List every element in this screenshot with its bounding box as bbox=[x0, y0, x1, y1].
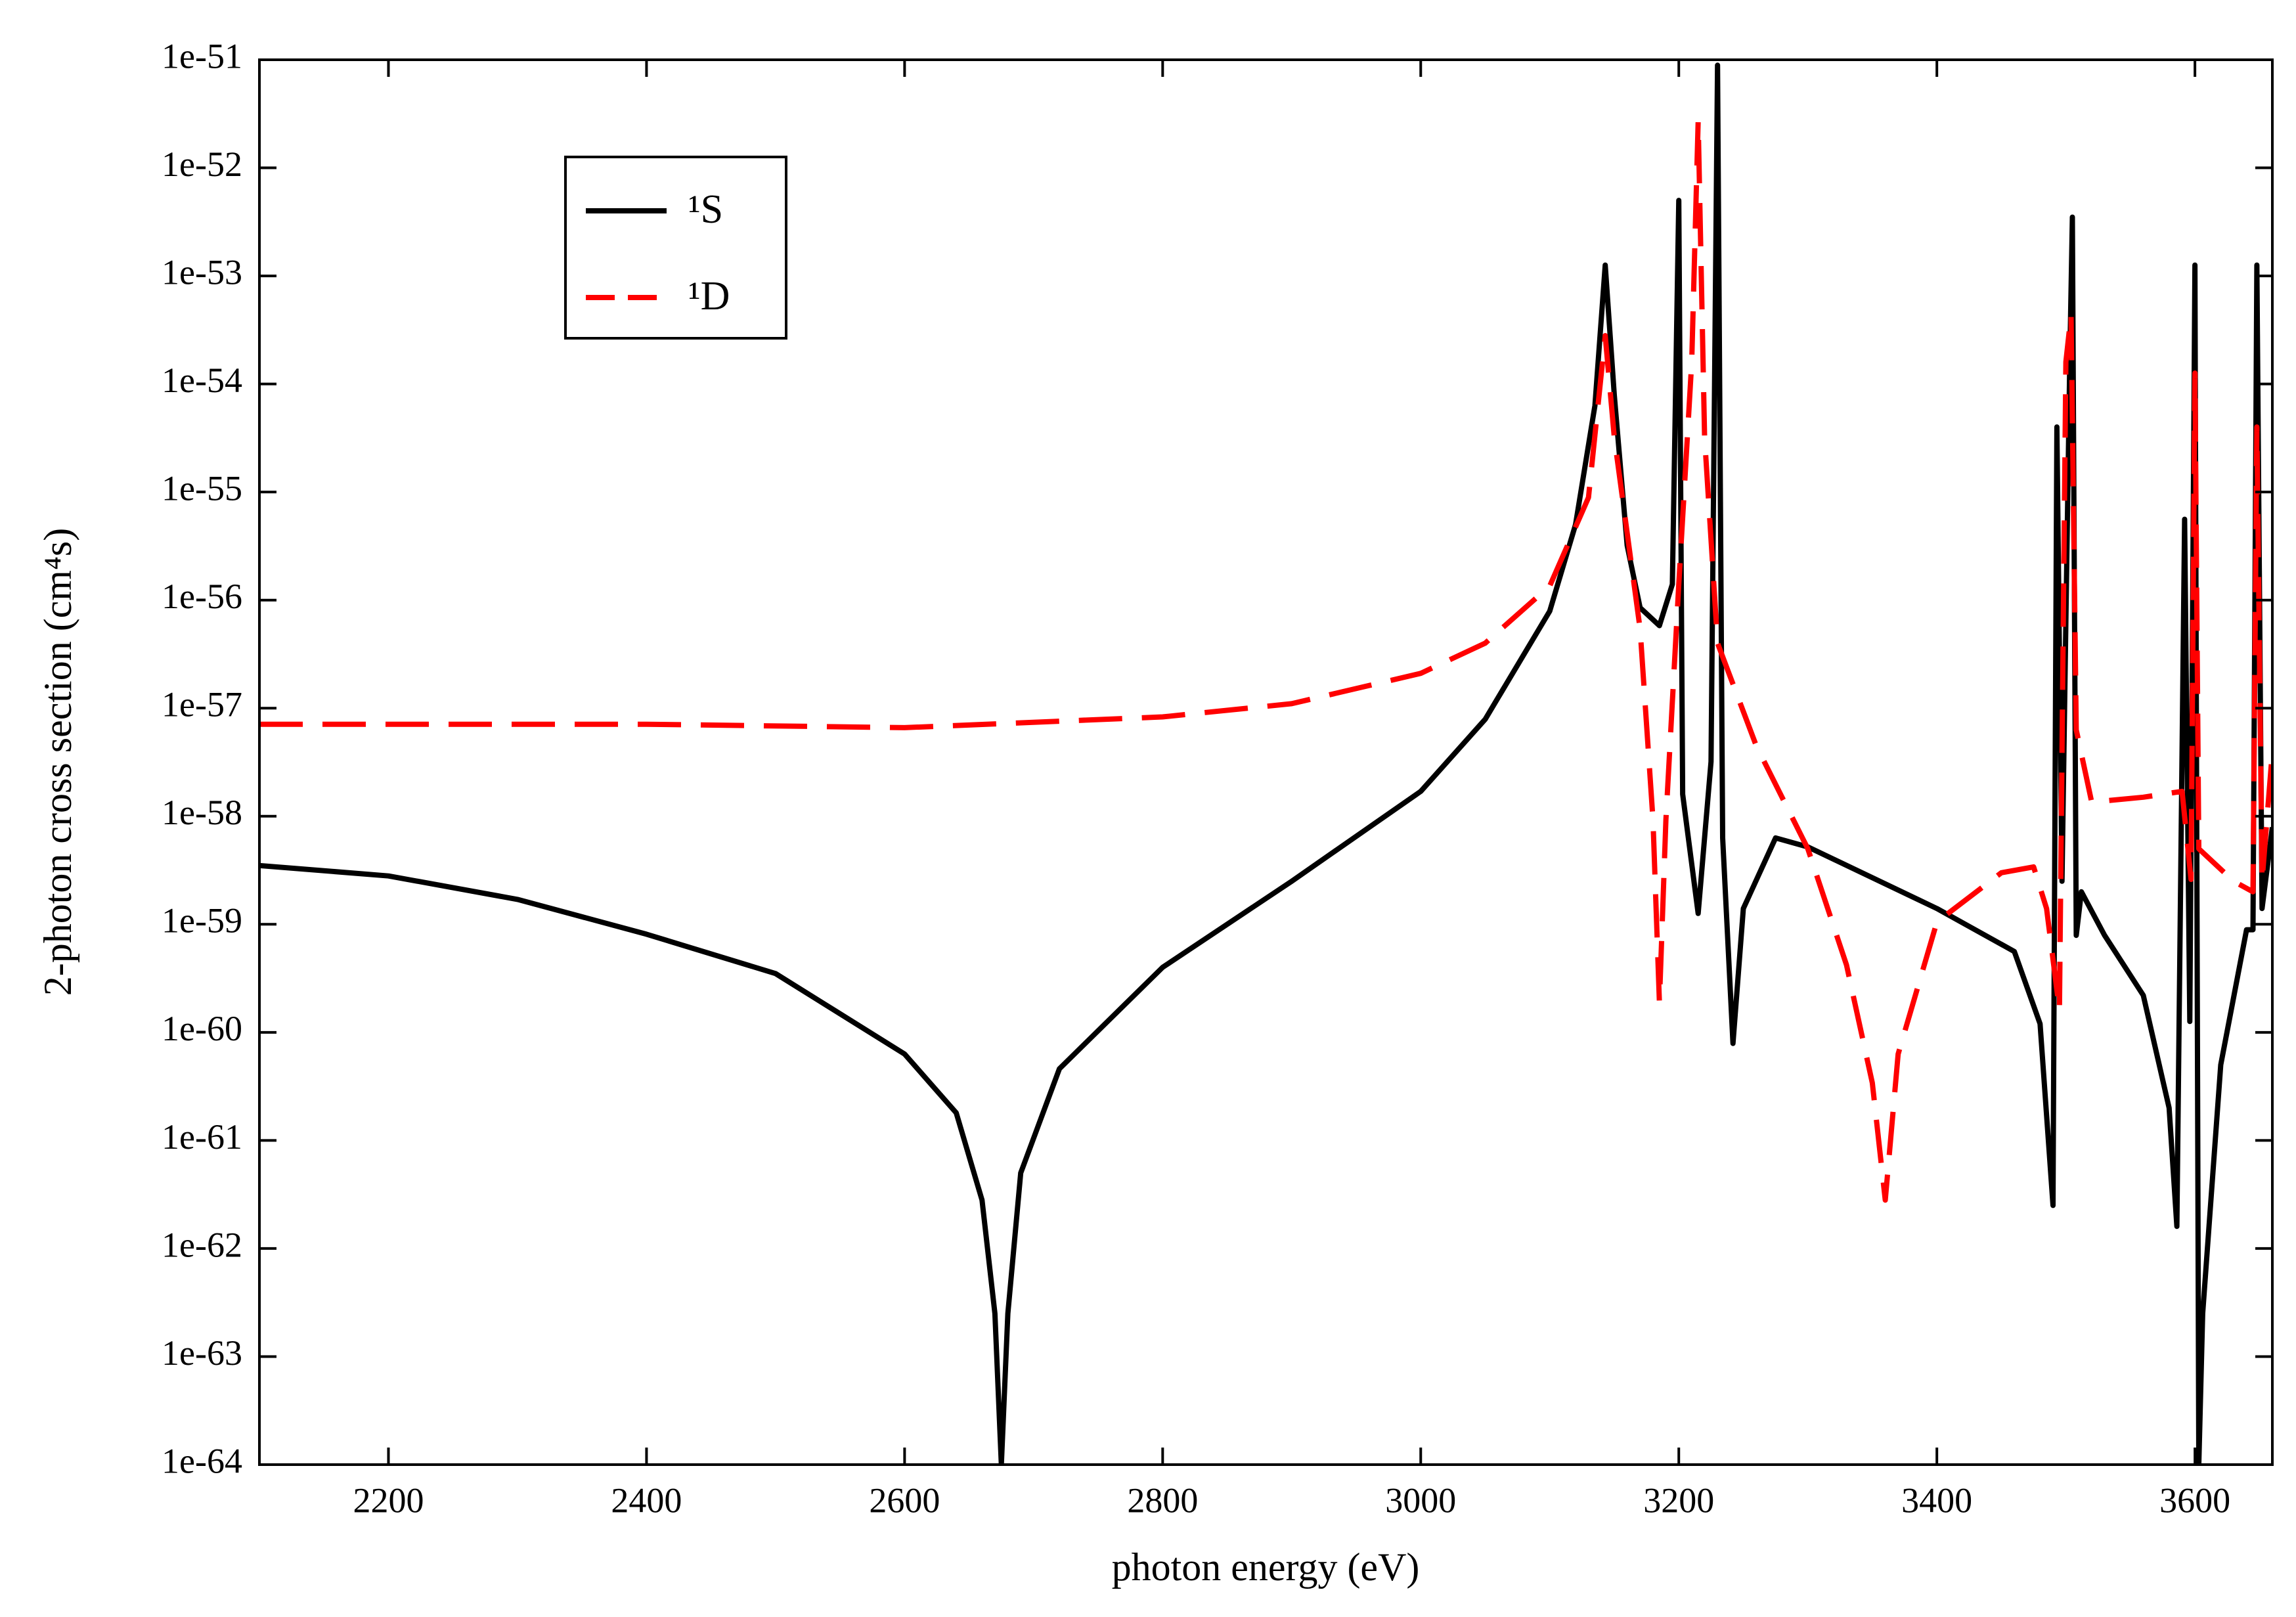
x-tick-label: 2400 bbox=[611, 1480, 682, 1520]
y-tick-label: 1e-61 bbox=[162, 1117, 242, 1157]
x-tick-label: 3200 bbox=[1643, 1480, 1714, 1520]
legend-label: ¹D bbox=[688, 274, 730, 319]
y-tick-label: 1e-64 bbox=[162, 1441, 242, 1480]
y-tick-label: 1e-53 bbox=[162, 252, 242, 292]
y-tick-label: 1e-51 bbox=[162, 36, 242, 76]
y-tick-label: 1e-52 bbox=[162, 144, 242, 184]
x-tick-label: 2600 bbox=[869, 1480, 940, 1520]
x-tick-label: 3600 bbox=[2159, 1480, 2230, 1520]
y-axis-label: 2-photon cross section (cm⁴s) bbox=[36, 528, 79, 996]
y-tick-label: 1e-63 bbox=[162, 1333, 242, 1373]
x-axis-label: photon energy (eV) bbox=[1112, 1545, 1420, 1589]
y-tick-label: 1e-60 bbox=[162, 1009, 242, 1048]
x-tick-label: 2200 bbox=[353, 1480, 424, 1520]
y-tick-label: 1e-54 bbox=[162, 361, 242, 400]
y-tick-label: 1e-56 bbox=[162, 577, 242, 616]
y-tick-label: 1e-55 bbox=[162, 469, 242, 508]
x-tick-label: 3000 bbox=[1385, 1480, 1456, 1520]
y-tick-label: 1e-57 bbox=[162, 685, 242, 724]
legend-box bbox=[564, 156, 787, 340]
legend-label: ¹S bbox=[688, 187, 723, 232]
plot-frame bbox=[258, 58, 2274, 1466]
plot-area bbox=[259, 62, 2272, 1465]
x-tick-label: 2800 bbox=[1127, 1480, 1198, 1520]
x-tick-label: 3400 bbox=[1901, 1480, 1972, 1520]
y-tick-label: 1e-58 bbox=[162, 793, 242, 832]
series-line bbox=[259, 118, 2272, 1203]
y-tick-label: 1e-62 bbox=[162, 1225, 242, 1264]
y-tick-label: 1e-59 bbox=[162, 901, 242, 941]
series-line bbox=[259, 62, 2272, 1465]
